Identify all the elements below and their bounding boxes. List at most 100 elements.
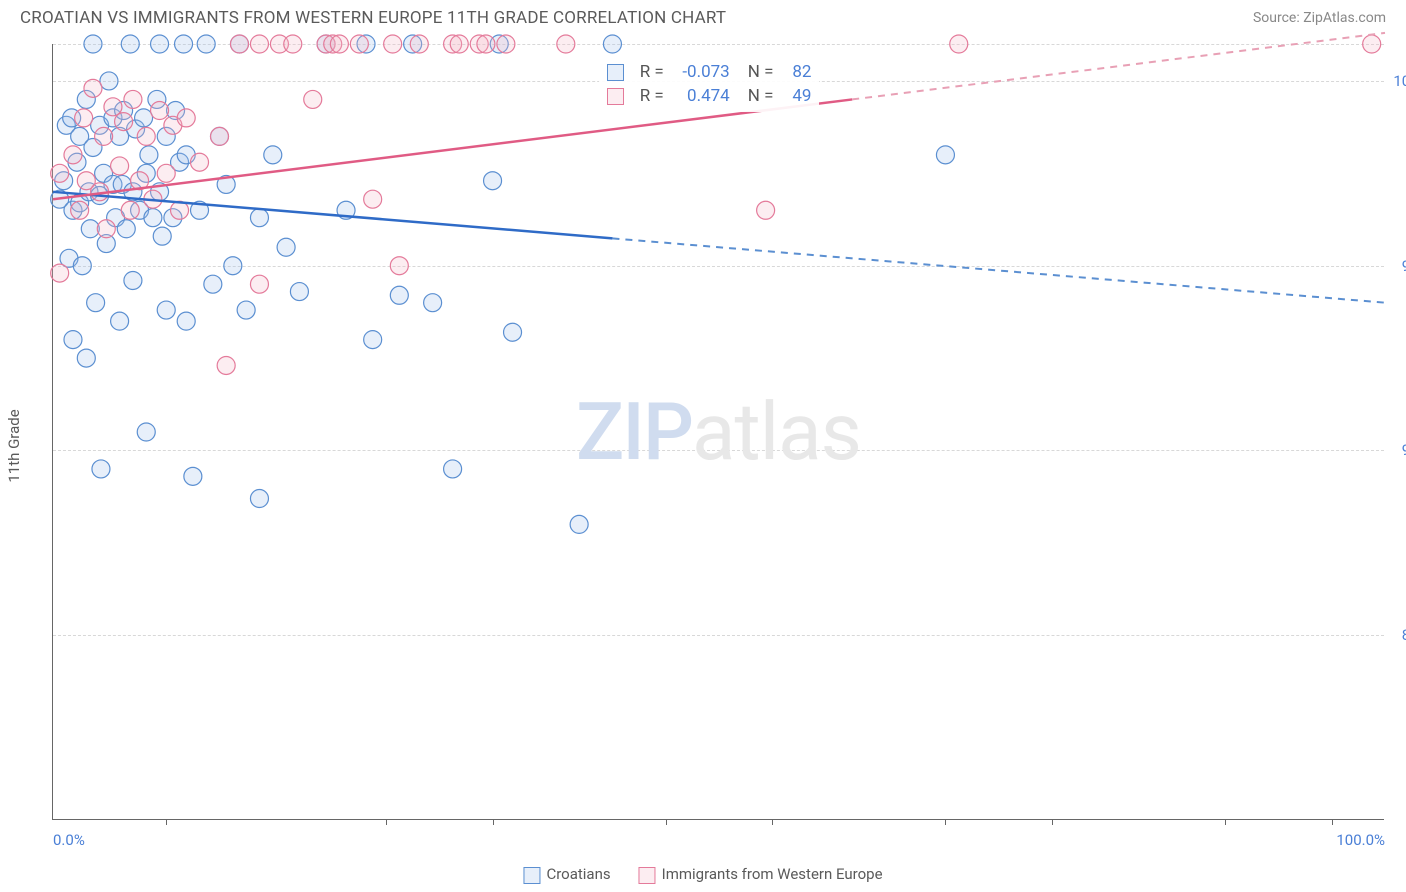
y-tick-label: 100.0%	[1393, 72, 1406, 90]
x-tick-mark	[386, 819, 387, 825]
stats-r-value: 0.474	[674, 86, 730, 106]
scatter-point	[290, 283, 308, 301]
trend-line-dashed	[612, 238, 1385, 302]
scatter-point	[137, 423, 155, 441]
scatter-point	[144, 209, 162, 227]
scatter-point	[51, 264, 69, 282]
scatter-point	[92, 460, 110, 478]
scatter-point	[250, 209, 268, 227]
legend-item: Croatians	[523, 865, 610, 884]
scatter-point	[477, 35, 495, 53]
legend-swatch	[523, 867, 540, 884]
y-tick-label: 85.0%	[1402, 626, 1406, 644]
x-tick-label: 100.0%	[1336, 831, 1385, 849]
plot-area: ZIPatlas R =-0.073N =82R =0.474N =49 85.…	[52, 44, 1384, 820]
scatter-point	[184, 467, 202, 485]
legend-swatch	[639, 867, 656, 884]
x-tick-mark	[166, 819, 167, 825]
scatter-point	[157, 301, 175, 319]
scatter-point	[484, 172, 502, 190]
stats-r-label: R =	[640, 62, 664, 82]
legend: Croatians Immigrants from Western Europe	[523, 865, 882, 884]
scatter-point	[151, 35, 169, 53]
scatter-point	[124, 271, 142, 289]
scatter-point	[390, 286, 408, 304]
legend-label: Immigrants from Western Europe	[662, 865, 883, 883]
scatter-point	[204, 275, 222, 293]
scatter-point	[557, 35, 575, 53]
x-tick-label: 0.0%	[53, 831, 85, 849]
scatter-point	[121, 201, 139, 219]
legend-item: Immigrants from Western Europe	[639, 865, 883, 884]
scatter-point	[191, 153, 209, 171]
scatter-point	[264, 146, 282, 164]
scatter-point	[504, 323, 522, 341]
scatter-svg	[53, 44, 1384, 819]
scatter-point	[1363, 35, 1381, 53]
scatter-point	[350, 35, 368, 53]
scatter-point	[364, 190, 382, 208]
scatter-point	[64, 146, 82, 164]
scatter-point	[100, 72, 118, 90]
scatter-point	[450, 35, 468, 53]
stats-row: R = -0.073 N = 82	[607, 60, 812, 84]
scatter-point	[95, 127, 113, 145]
trend-line-dashed	[852, 33, 1385, 100]
scatter-point	[75, 109, 93, 127]
chart-title: CROATIAN VS IMMIGRANTS FROM WESTERN EURO…	[20, 8, 726, 28]
scatter-point	[444, 460, 462, 478]
scatter-point	[115, 113, 133, 131]
scatter-point	[757, 201, 775, 219]
scatter-point	[124, 90, 142, 108]
stats-n-value: 49	[783, 86, 811, 106]
scatter-point	[364, 331, 382, 349]
scatter-point	[224, 257, 242, 275]
scatter-point	[570, 515, 588, 533]
scatter-point	[135, 109, 153, 127]
scatter-point	[81, 220, 99, 238]
scatter-point	[950, 35, 968, 53]
scatter-point	[230, 35, 248, 53]
scatter-point	[87, 294, 105, 312]
scatter-point	[603, 35, 621, 53]
scatter-point	[277, 238, 295, 256]
scatter-point	[84, 79, 102, 97]
x-tick-mark	[493, 819, 494, 825]
x-tick-mark	[1332, 819, 1333, 825]
scatter-point	[250, 275, 268, 293]
scatter-point	[330, 35, 348, 53]
scatter-point	[111, 312, 129, 330]
scatter-point	[84, 35, 102, 53]
stats-n-value: 82	[783, 62, 811, 82]
x-tick-mark	[1225, 819, 1226, 825]
scatter-point	[151, 102, 169, 120]
scatter-point	[73, 257, 91, 275]
scatter-point	[137, 127, 155, 145]
stats-swatch	[607, 64, 624, 81]
scatter-point	[64, 331, 82, 349]
correlation-stats-box: R = -0.073 N = 82R =0.474N =49	[599, 56, 820, 112]
scatter-point	[197, 35, 215, 53]
scatter-point	[117, 220, 135, 238]
scatter-point	[384, 35, 402, 53]
scatter-point	[177, 312, 195, 330]
scatter-point	[121, 35, 139, 53]
scatter-point	[153, 227, 171, 245]
scatter-point	[51, 164, 69, 182]
scatter-point	[250, 490, 268, 508]
y-tick-label: 95.0%	[1402, 257, 1406, 275]
scatter-point	[157, 164, 175, 182]
scatter-point	[71, 201, 89, 219]
scatter-point	[97, 220, 115, 238]
scatter-point	[211, 127, 229, 145]
x-tick-mark	[1052, 819, 1053, 825]
scatter-point	[390, 257, 408, 275]
legend-label: Croatians	[546, 865, 610, 883]
scatter-point	[77, 349, 95, 367]
stats-n-label: N =	[748, 62, 774, 82]
scatter-point	[410, 35, 428, 53]
stats-r-value: -0.073	[674, 62, 730, 82]
scatter-point	[304, 90, 322, 108]
x-tick-mark	[772, 819, 773, 825]
stats-row: R =0.474N =49	[607, 84, 812, 108]
